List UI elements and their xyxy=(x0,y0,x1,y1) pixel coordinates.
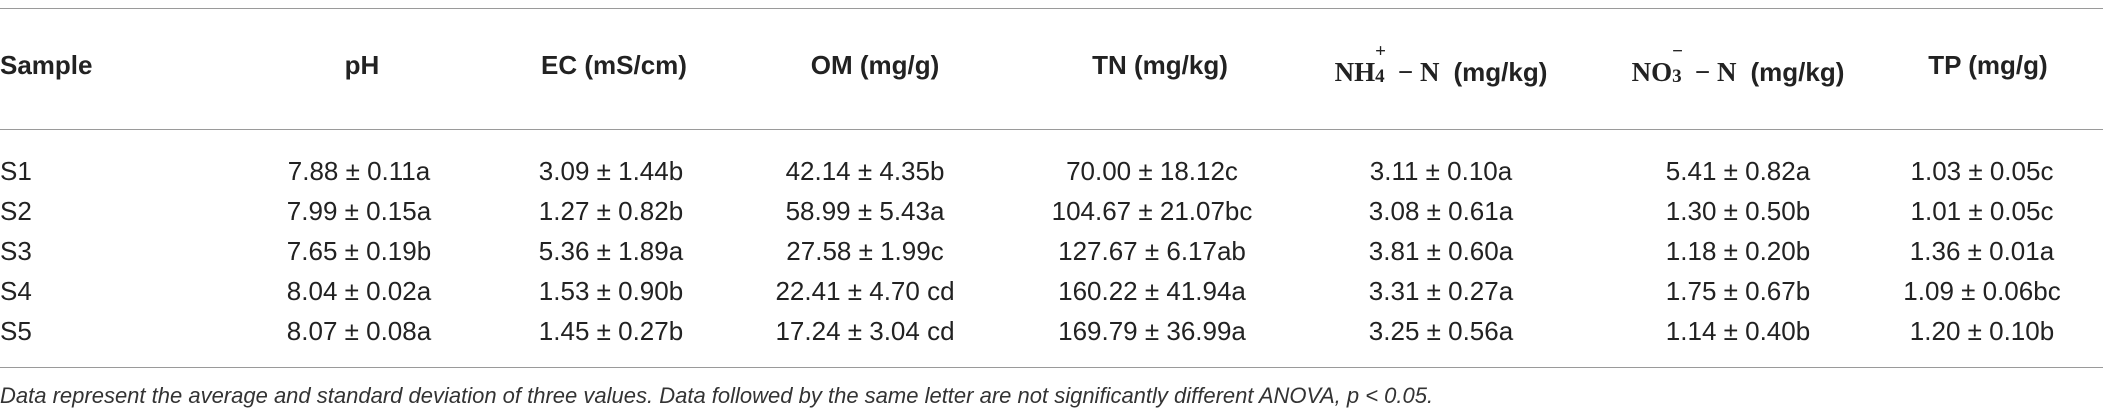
cell-nh4: 3.31 ± 0.27a xyxy=(1368,276,1514,306)
cell-nh4: 3.08 ± 0.61a xyxy=(1368,196,1514,226)
table-row: S4 8.04 ± 0.02a 1.53 ± 0.90b 22.41 ± 4.7… xyxy=(0,276,2103,308)
cell-tp: 1.36 ± 0.01a xyxy=(1909,236,2055,266)
cell-tp: 1.09 ± 0.06bc xyxy=(1903,276,2061,306)
cell-nh4: 3.25 ± 0.56a xyxy=(1368,316,1514,346)
cell-tn: 169.79 ± 36.99a xyxy=(1058,316,1246,346)
cell-no3: 5.41 ± 0.82a xyxy=(1665,156,1811,186)
cell-tp: 1.20 ± 0.10b xyxy=(1909,316,2055,346)
cell-no3: 1.30 ± 0.50b xyxy=(1665,196,1811,226)
cell-ph: 7.88 ± 0.11a xyxy=(287,156,431,186)
cell-om: 27.58 ± 1.99c xyxy=(786,236,944,266)
table-header-row: Sample pH EC (mS/cm) OM (mg/g) TN (mg/kg… xyxy=(0,41,2103,90)
cell-om: 22.41 ± 4.70 cd xyxy=(775,276,955,306)
cell-sample: S1 xyxy=(0,156,32,186)
cell-nh4: 3.11 ± 0.10a xyxy=(1369,156,1513,186)
cell-ec: 5.36 ± 1.89a xyxy=(538,236,684,266)
table-row: S1 7.88 ± 0.11a 3.09 ± 1.44b 42.14 ± 4.3… xyxy=(0,156,2103,188)
cell-ph: 8.07 ± 0.08a xyxy=(286,316,432,346)
cell-tp: 1.03 ± 0.05c xyxy=(1910,156,2054,186)
header-no3: NO −3 − N (mg/kg) xyxy=(1631,41,1845,87)
cell-om: 42.14 ± 4.35b xyxy=(785,156,945,186)
header-om: OM (mg/g) xyxy=(810,50,940,80)
cell-ec: 1.45 ± 0.27b xyxy=(538,316,684,346)
cell-ph: 7.99 ± 0.15a xyxy=(286,196,432,226)
table-header-rule xyxy=(0,129,2103,130)
table-bottom-rule xyxy=(0,367,2103,368)
cell-no3: 1.75 ± 0.67b xyxy=(1665,276,1811,306)
cell-ph: 7.65 ± 0.19b xyxy=(286,236,432,266)
header-ph: pH xyxy=(344,50,380,80)
header-nh4: NH +4 − N (mg/kg) xyxy=(1334,41,1548,87)
cell-ec: 1.53 ± 0.90b xyxy=(538,276,684,306)
header-ec: EC (mS/cm) xyxy=(541,50,687,80)
cell-sample: S5 xyxy=(0,316,32,346)
cell-tn: 127.67 ± 6.17ab xyxy=(1058,236,1246,266)
cell-tp: 1.01 ± 0.05c xyxy=(1910,196,2054,226)
cell-no3: 1.14 ± 0.40b xyxy=(1665,316,1811,346)
table-row: S3 7.65 ± 0.19b 5.36 ± 1.89a 27.58 ± 1.9… xyxy=(0,236,2103,268)
cell-tn: 104.67 ± 21.07bc xyxy=(1051,196,1253,226)
cell-sample: S4 xyxy=(0,276,32,306)
cell-tn: 160.22 ± 41.94a xyxy=(1058,276,1246,306)
no3-formula: NO −3 − N xyxy=(1631,41,1737,87)
cell-ph: 8.04 ± 0.02a xyxy=(286,276,432,306)
cell-nh4: 3.81 ± 0.60a xyxy=(1368,236,1514,266)
table-row: S5 8.07 ± 0.08a 1.45 ± 0.27b 17.24 ± 3.0… xyxy=(0,316,2103,348)
header-tp: TP (mg/g) xyxy=(1928,50,2048,80)
cell-om: 58.99 ± 5.43a xyxy=(785,196,945,226)
header-sample: Sample xyxy=(0,50,93,80)
table-row: S2 7.99 ± 0.15a 1.27 ± 0.82b 58.99 ± 5.4… xyxy=(0,196,2103,228)
cell-ec: 1.27 ± 0.82b xyxy=(538,196,684,226)
nh4-formula: NH +4 − N xyxy=(1334,41,1440,87)
table-top-rule xyxy=(0,8,2103,9)
cell-sample: S3 xyxy=(0,236,32,266)
cell-tn: 70.00 ± 18.12c xyxy=(1066,156,1238,186)
header-tn: TN (mg/kg) xyxy=(1092,50,1228,80)
cell-sample: S2 xyxy=(0,196,32,226)
cell-ec: 3.09 ± 1.44b xyxy=(538,156,684,186)
cell-no3: 1.18 ± 0.20b xyxy=(1665,236,1811,266)
table-footnote: Data represent the average and standard … xyxy=(0,383,1434,408)
cell-om: 17.24 ± 3.04 cd xyxy=(775,316,955,346)
